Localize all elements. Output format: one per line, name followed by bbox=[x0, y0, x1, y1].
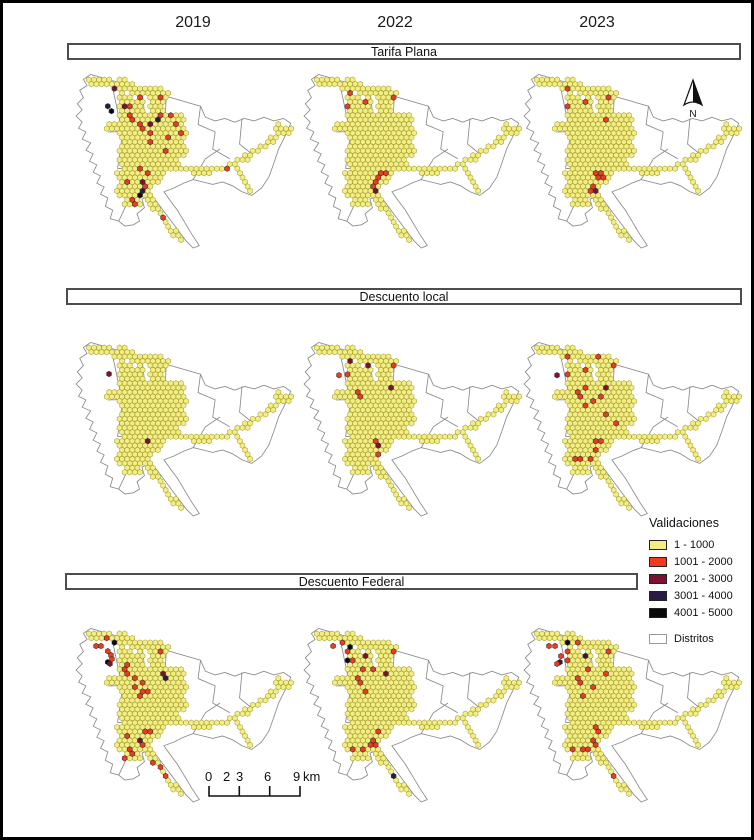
north-arrow-icon: N bbox=[682, 78, 704, 120]
map-panel-tarifa-plana-2022 bbox=[303, 73, 522, 249]
hexbin-layer bbox=[86, 76, 294, 243]
scalebar-label-0: 0 bbox=[205, 769, 213, 784]
districts-outline bbox=[303, 73, 520, 249]
districts-outline bbox=[523, 341, 740, 517]
scalebar: 0 2 3 6 9 km bbox=[201, 769, 336, 805]
map-panel-tarifa-plana-2023 bbox=[523, 73, 742, 249]
north-arrow-label: N bbox=[689, 109, 696, 120]
map-panel-descuento-local-2019 bbox=[75, 341, 294, 517]
hexbin-layer bbox=[314, 630, 522, 797]
scalebar-bar bbox=[208, 786, 301, 797]
districts-outline bbox=[523, 627, 740, 803]
hexbin-layer bbox=[534, 630, 742, 797]
legend-class-label: 4001 - 5000 bbox=[674, 606, 733, 619]
legend-class-swatch bbox=[649, 573, 667, 584]
legend-title: Validaciones bbox=[649, 516, 719, 530]
scalebar-unit: km bbox=[303, 769, 321, 784]
map-panel-tarifa-plana-2019 bbox=[75, 73, 294, 249]
legend: Validaciones 1 - 1000 1001 - 2000 2001 - 3… bbox=[649, 516, 751, 647]
scalebar-label-6: 6 bbox=[264, 769, 272, 784]
legend-class-label: 1001 - 2000 bbox=[674, 555, 733, 568]
hexbin-layer bbox=[86, 344, 294, 511]
legend-class-row-4: 4001 - 5000 bbox=[649, 604, 751, 621]
legend-class-swatch bbox=[649, 539, 667, 550]
map-panel-descuento-federal-2019 bbox=[75, 627, 294, 803]
districts-outline bbox=[75, 73, 292, 249]
section-banner-label: Tarifa Plana bbox=[370, 44, 437, 59]
legend-class-label: 3001 - 4000 bbox=[674, 589, 733, 602]
section-banner-tarifa-plana: Tarifa Plana bbox=[67, 43, 741, 60]
scalebar-label-2: 2 bbox=[223, 769, 231, 784]
section-banner-descuento-federal: Descuento Federal bbox=[65, 573, 638, 590]
map-panel-descuento-federal-2023 bbox=[523, 627, 742, 803]
year-header-2022: 2022 bbox=[377, 14, 413, 31]
legend-class-swatch bbox=[649, 556, 667, 567]
section-banner-descuento-local: Descuento local bbox=[66, 288, 742, 305]
scalebar-label-3: 3 bbox=[236, 769, 244, 784]
scalebar-label-9: 9 bbox=[293, 769, 301, 784]
north-arrow: N bbox=[673, 77, 713, 121]
legend-class-label: 2001 - 3000 bbox=[674, 572, 733, 585]
legend-class-row-2: 2001 - 3000 bbox=[649, 570, 751, 587]
map-panel-descuento-local-2022 bbox=[303, 341, 522, 517]
legend-districts-row: Distritos bbox=[649, 630, 751, 647]
hexbin-layer bbox=[314, 344, 522, 511]
hexbin-layer bbox=[534, 76, 742, 243]
legend-class-label: 1 - 1000 bbox=[674, 538, 715, 551]
legend-class-row-3: 3001 - 4000 bbox=[649, 587, 751, 604]
legend-class-swatch bbox=[649, 607, 667, 618]
districts-outline bbox=[303, 627, 520, 803]
districts-outline bbox=[75, 341, 292, 517]
hexbin-layer bbox=[534, 344, 742, 511]
year-header-2023: 2023 bbox=[579, 14, 615, 31]
legend-districts-label: Distritos bbox=[674, 632, 714, 645]
map-panel-descuento-federal-2022 bbox=[303, 627, 522, 803]
legend-class-row-0: 1 - 1000 bbox=[649, 536, 751, 553]
map-panel-descuento-local-2023 bbox=[523, 341, 742, 517]
legend-class-row-1: 1001 - 2000 bbox=[649, 553, 751, 570]
section-banner-label: Descuento local bbox=[359, 289, 449, 304]
hexbin-layer bbox=[314, 76, 522, 243]
legend-class-swatch bbox=[649, 590, 667, 601]
hexbin-layer bbox=[86, 630, 294, 797]
districts-outline bbox=[303, 341, 520, 517]
districts-swatch bbox=[649, 633, 667, 644]
section-banner-label: Descuento Federal bbox=[298, 574, 405, 589]
year-header-2019: 2019 bbox=[175, 14, 211, 31]
legend-classes: 1 - 1000 1001 - 2000 2001 - 3000 3001 - 400… bbox=[649, 536, 751, 621]
